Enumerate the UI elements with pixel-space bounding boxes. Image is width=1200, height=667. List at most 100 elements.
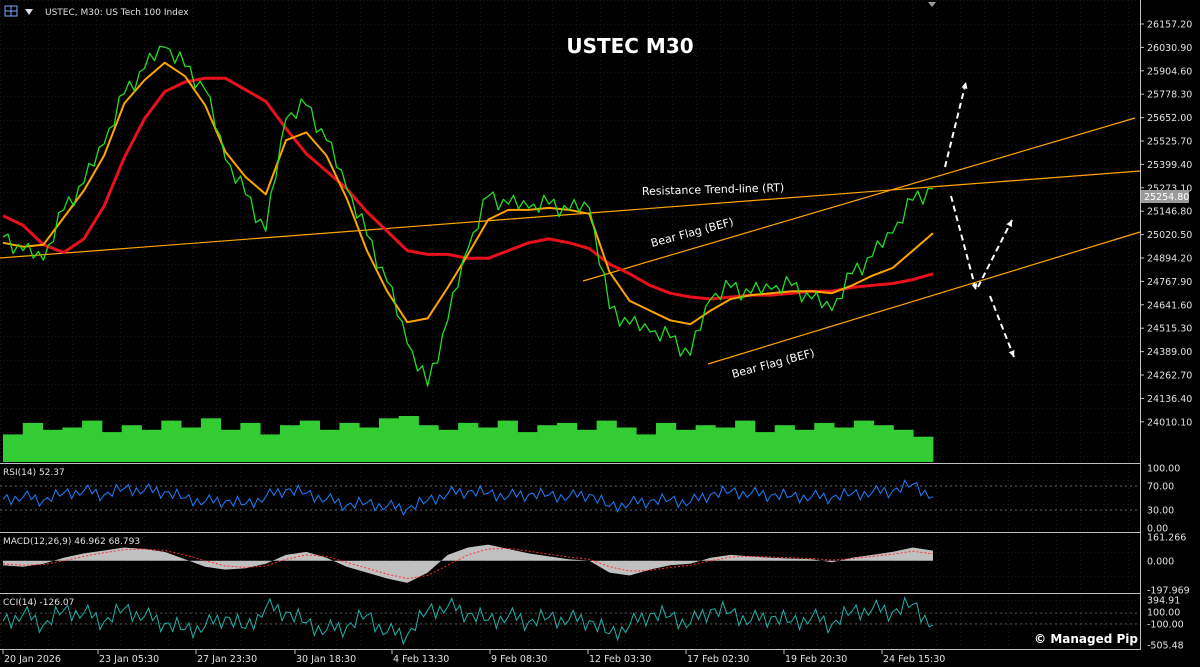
volume-bar: [22, 422, 43, 462]
volume-bar: [576, 429, 597, 462]
time-tick-label: 30 Jan 18:30: [296, 654, 356, 665]
macd-tick-label: 161.266: [1147, 533, 1186, 544]
macd-panel: [2, 544, 934, 583]
volume-bar: [220, 429, 241, 462]
price-tick-label: 25146.80: [1147, 207, 1192, 218]
price-tick-label: 26030.90: [1147, 43, 1192, 54]
time-axis[interactable]: 20 Jan 2026 23 Jan 05:30 27 Jan 23:30 30 Ja…: [2, 650, 945, 665]
price-tick-label: 24894.20: [1147, 254, 1192, 265]
volume-bar: [141, 429, 162, 462]
volume-bar: [873, 425, 894, 462]
volume-bar: [438, 429, 459, 462]
rsi-tick-label: 100.00: [1147, 464, 1180, 475]
fast-ma-line: [2, 61, 934, 326]
time-tick-label: 12 Feb 03:30: [589, 654, 651, 665]
volume-bar: [735, 420, 756, 462]
chart-shift-marker-icon[interactable]: [928, 2, 936, 7]
volume-bar: [596, 420, 617, 462]
price-tick-label: 25399.40: [1147, 160, 1192, 171]
rsi-tick-label: 70.00: [1147, 482, 1174, 493]
macd-tick-label: 0.000: [1147, 556, 1174, 567]
volume-bar: [3, 434, 24, 462]
volume-bar: [834, 427, 855, 462]
time-tick-label: 20 Jan 2026: [4, 654, 61, 665]
rsi-tick-label: 0.00: [1147, 524, 1168, 535]
resistance-trendline: [0, 170, 1141, 259]
rsi-panel-grid: [0, 465, 1140, 531]
volume-bar: [161, 420, 182, 462]
volume-bar: [893, 429, 914, 462]
trendlines: [0, 117, 1141, 365]
arrow-head-icon: [1008, 350, 1015, 357]
volume-bar: [517, 432, 538, 462]
volume-bar: [240, 422, 261, 462]
symbol-dropdown-icon[interactable]: [25, 9, 33, 15]
symbol-label: USTEC, M30: US Tech 100 Index: [45, 8, 189, 18]
volume-bar: [814, 422, 835, 462]
volume-bar: [636, 434, 657, 462]
time-tick-label: 23 Jan 05:30: [99, 654, 159, 665]
time-tick-label: 24 Feb 15:30: [883, 654, 945, 665]
cci-tick-label: -100.00: [1147, 620, 1184, 631]
volume-bar: [299, 420, 320, 462]
price-line: [2, 45, 934, 387]
volume-bar: [379, 418, 400, 462]
volume-bar: [675, 429, 696, 462]
cci-tick-label: 394.91: [1147, 596, 1180, 607]
volume-bar: [794, 429, 815, 462]
volume-bar: [715, 427, 736, 462]
price-axis[interactable]: 26157.20 26030.90 25904.60 25778.30 25652.00…: [1140, 20, 1192, 429]
price-tick-label: 24515.30: [1147, 324, 1192, 335]
volume-bar: [458, 422, 479, 462]
rsi-label: RSI(14) 52.37: [3, 468, 65, 478]
volume-bar: [42, 429, 63, 462]
volume-bar: [557, 422, 578, 462]
current-price-label: 25254.80: [1144, 192, 1189, 203]
volume-bar: [754, 432, 776, 462]
arrow-head-icon: [971, 283, 978, 290]
projection-arrow-line: [944, 81, 967, 168]
symbol-header[interactable]: USTEC, M30: US Tech 100 Index: [4, 5, 189, 18]
arrow-head-icon: [961, 82, 968, 89]
price-tick-label: 24641.60: [1147, 300, 1192, 311]
price-tick-label: 24262.70: [1147, 371, 1192, 382]
volume-bar: [398, 416, 419, 462]
cci-panel: [0, 596, 1140, 646]
price-tick-label: 25778.30: [1147, 90, 1192, 101]
time-tick-label: 17 Feb 02:30: [687, 654, 749, 665]
cci-tick-label: -505.48: [1147, 641, 1184, 652]
volume-histogram: [3, 416, 934, 462]
volume-bar: [260, 434, 281, 462]
rsi-axis: 100.00 70.00 30.00 0.00: [1147, 464, 1180, 535]
price-tick-label: 25525.70: [1147, 137, 1192, 148]
price-tick-label: 24010.10: [1147, 417, 1192, 428]
price-tick-label: 24136.40: [1147, 394, 1192, 405]
volume-bar: [497, 420, 518, 462]
volume-bar: [537, 425, 558, 462]
resistance-trendline-label: Resistance Trend-line (RT): [642, 181, 785, 198]
price-tick-label: 24767.90: [1147, 277, 1192, 288]
rsi-line: [2, 479, 934, 516]
volume-bar: [695, 425, 716, 462]
volume-bar: [853, 420, 875, 462]
bear-flag-lower-line: [707, 231, 1141, 365]
volume-bar: [477, 427, 499, 462]
volume-bar: [339, 422, 360, 462]
time-tick-label: 19 Feb 20:30: [785, 654, 847, 665]
price-series: [2, 45, 934, 387]
projection-arrow-line: [989, 295, 1015, 358]
rsi-panel: [0, 479, 1140, 516]
cci-label: CCI(14) -126.07: [3, 598, 74, 608]
macd-histogram: [3, 544, 933, 583]
chart-title: USTEC M30: [566, 34, 693, 58]
cci-panel-grid: [0, 595, 1140, 648]
macd-axis: 161.266 0.000 -197.969: [1147, 533, 1190, 597]
volume-bar: [280, 425, 301, 462]
price-tick-label: 25020.50: [1147, 230, 1192, 241]
volume-bar: [101, 432, 123, 462]
price-tick-label: 25273.10: [1147, 183, 1192, 194]
rsi-tick-label: 30.00: [1147, 506, 1174, 517]
volume-bar: [774, 425, 795, 462]
